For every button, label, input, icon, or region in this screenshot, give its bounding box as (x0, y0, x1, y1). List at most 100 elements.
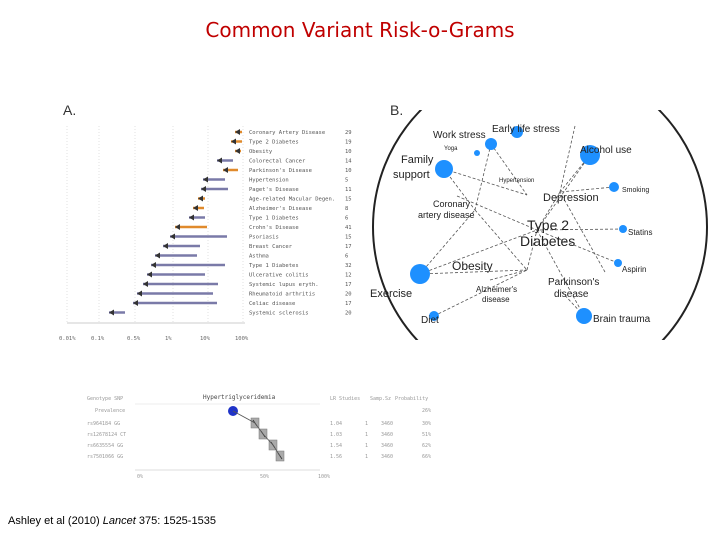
snp-label: rs7501066 GG (87, 454, 123, 460)
header-genotype: Genotype SNP (87, 396, 123, 402)
risk-arrow (193, 205, 198, 211)
label-smoking: Smoking (622, 187, 649, 194)
panel-b-label: B. (390, 102, 404, 118)
x-tick-label: 100% (235, 336, 249, 342)
disease-count: 6 (345, 216, 348, 222)
risk-arrow (203, 176, 208, 183)
disease-count: 10 (345, 149, 352, 155)
label-statins: Statins (628, 228, 652, 237)
panel-c-genotype-chart: Genotype SNP Hypertriglyceridemia LR Stu… (87, 394, 431, 480)
disease-label: Systemic sclerosis (249, 311, 309, 317)
probability-value: 62% (422, 443, 431, 449)
disease-count: 29 (345, 130, 352, 136)
risk-arrow (235, 148, 240, 154)
node-diet (429, 311, 439, 321)
panel-a-label: A. (63, 102, 77, 118)
disease-label: Crohn's Disease (249, 225, 299, 231)
lr-value: 1.04 (330, 421, 342, 427)
lr-value: 1.54 (330, 443, 342, 449)
risk-arrow (155, 252, 160, 259)
risk-arrow (109, 309, 114, 316)
prevalence-label: Prevalence (95, 408, 125, 414)
disease-label: Asthma (249, 254, 269, 260)
disease-count: 12 (345, 273, 352, 279)
node-work-stress (485, 138, 497, 150)
sample-value: 3460 (381, 443, 393, 449)
risk-arrow (189, 214, 194, 221)
label-support: support (393, 169, 430, 181)
slide-title: Common Variant Risk-o-Grams (205, 18, 515, 42)
disease-count: 15 (345, 235, 352, 241)
disease-count: 17 (345, 301, 352, 307)
studies-value: 1 (365, 443, 368, 449)
lr-value: 1.03 (330, 432, 342, 438)
disease-count: 17 (345, 282, 352, 288)
node-aspirin (614, 259, 622, 267)
disease-count: 15 (345, 197, 352, 203)
node-early-life-stress (511, 126, 523, 138)
disease-label: Ulcerative colitis (249, 273, 309, 279)
disease-label: Hypertension (249, 178, 289, 184)
network-nodes (410, 126, 627, 324)
disease-count: 14 (345, 159, 352, 165)
lr-value: 1.56 (330, 454, 342, 460)
label-alzheimers-disease: disease (482, 295, 510, 304)
node-yoga (474, 150, 480, 156)
probability-value: 66% (422, 454, 431, 460)
label-hypertension: Hypertension (499, 178, 534, 184)
risk-arrow (147, 271, 152, 278)
disease-label: Psoriasis (249, 235, 279, 241)
disease-label: Colorectal Cancer (249, 159, 306, 165)
snp-label: rs12678124 CT (87, 432, 126, 438)
panel-a-riskogram: Coronary Artery Disease 29 Type 2 Diabetes… (59, 126, 352, 342)
risk-arrow (201, 186, 206, 192)
label-yoga: Yoga (444, 146, 458, 152)
label-depression: Depression (543, 192, 599, 204)
label-diabetes: Diabetes (520, 233, 575, 249)
disease-label: Parkinson's Disease (249, 168, 312, 174)
risk-arrow (223, 167, 228, 173)
prevalence-prob: 26% (422, 408, 431, 414)
disease-count: 19 (345, 140, 352, 146)
label-type2: Type 2 (527, 217, 569, 233)
label-brain-trauma: Brain trauma (593, 314, 651, 325)
node-smoking (609, 182, 619, 192)
x-tick-label: 1% (165, 336, 172, 342)
header-sample: Samp.Sz (370, 396, 391, 402)
disease-label: Alzheimer's Disease (249, 206, 312, 212)
disease-label: Type 2 Diabetes (249, 140, 299, 146)
disease-label: Age-related Macular Degen. (249, 197, 335, 203)
risk-arrow (175, 224, 180, 230)
risk-arrow (163, 243, 168, 249)
snp-label: rs6635554 GG (87, 443, 123, 449)
disease-label: Systemic lupus eryth. (249, 282, 319, 288)
risk-arrow (231, 138, 236, 145)
probability-value: 51% (422, 432, 431, 438)
label-parkinsons-disease: disease (554, 289, 589, 300)
disease-count: 17 (345, 244, 352, 250)
disease-count: 20 (345, 311, 352, 317)
disease-label: Rheumatoid arthritis (249, 292, 315, 298)
disease-label: Type 1 Diabetes (249, 263, 299, 269)
node-exercise (410, 264, 430, 284)
sample-value: 3460 (381, 421, 393, 427)
node-family-support (435, 160, 453, 178)
risk-arrow (137, 290, 142, 297)
x-tick-label: 0.01% (59, 336, 76, 342)
c-x-tick: 50% (260, 474, 269, 480)
studies-value: 1 (365, 454, 368, 460)
disease-count: 32 (345, 263, 352, 269)
sample-value: 3460 (381, 432, 393, 438)
snp-label: rs964184 GG (87, 421, 120, 427)
disease-count: 20 (345, 292, 352, 298)
label-exercise: Exercise (370, 288, 412, 300)
risk-arrow (133, 300, 138, 306)
label-obesity: Obesity (452, 259, 493, 273)
citation: Ashley et al (2010) Lancet 375: 1525-153… (8, 515, 216, 527)
x-tick-label: 0.5% (127, 336, 141, 342)
disease-label: Obesity (249, 149, 273, 155)
x-tick-label: 10% (200, 336, 211, 342)
x-tick-label: 0.1% (91, 336, 105, 342)
label-early-life-stress: Early life stress (492, 124, 560, 135)
disease-count: 6 (345, 254, 348, 260)
